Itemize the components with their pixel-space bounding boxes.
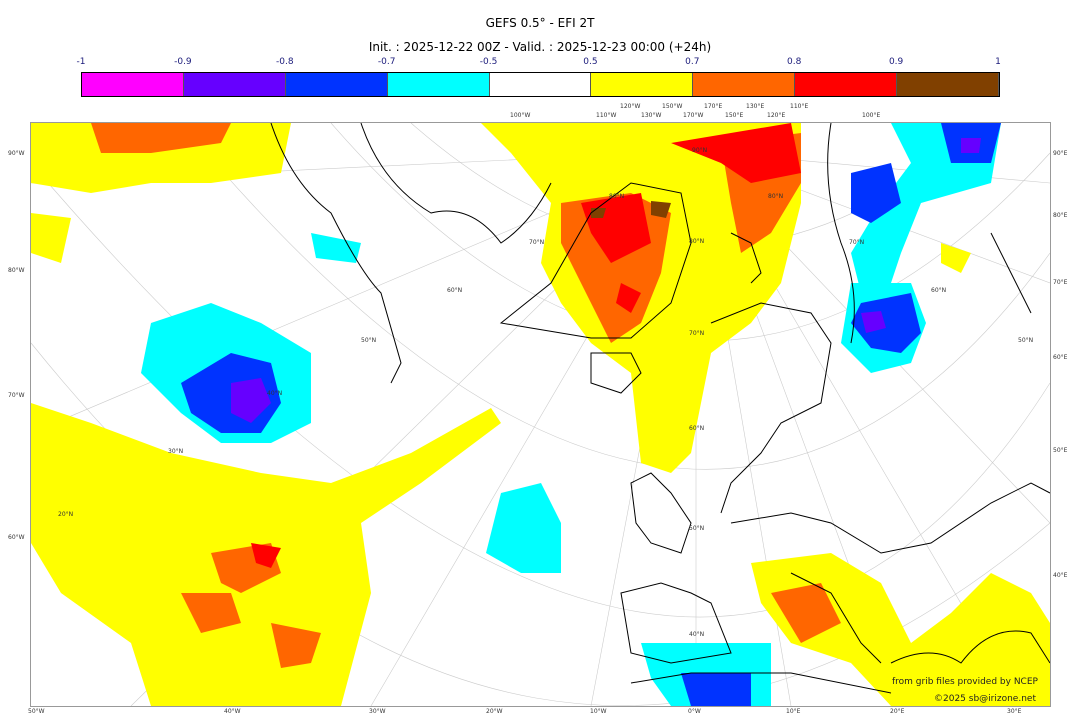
colorbar-tick: 1 xyxy=(995,57,1001,67)
axis-label-right: 80°E xyxy=(1053,212,1068,219)
lat-label: 50°N xyxy=(1018,337,1034,344)
colorbar-tick: -0.5 xyxy=(479,57,498,67)
colorbar-tick: 0.9 xyxy=(888,57,904,67)
axis-label-top: 110°E xyxy=(790,103,809,110)
colorbar-tick: 0.8 xyxy=(787,57,802,67)
axis-label-top: 130°E xyxy=(746,103,765,110)
colorbar-tick: -1 xyxy=(76,57,86,67)
colorbar-tick: -0.9 xyxy=(174,57,192,67)
lat-label: 70°N xyxy=(689,330,705,337)
colorbar-swatch xyxy=(897,73,1000,96)
axis-label-top: 100°W xyxy=(510,112,531,119)
colorbar-swatch xyxy=(693,73,796,96)
axis-label-bottom: 0°W xyxy=(688,708,701,715)
axis-label-top: 130°W xyxy=(641,112,662,119)
axis-label-top: 150°W xyxy=(662,103,683,110)
axis-label-left: 60°W xyxy=(8,534,25,541)
colorbar-swatch xyxy=(795,73,898,96)
colorbar-tick: 0.5 xyxy=(583,57,598,67)
axis-label-bottom: 20°W xyxy=(486,708,503,715)
axis-label-top: 170°W xyxy=(683,112,704,119)
axis-label-right: 50°E xyxy=(1053,447,1068,454)
colorbar-tick: -0.7 xyxy=(377,57,396,67)
colorbar-swatch xyxy=(591,73,694,96)
efi-07-08 xyxy=(91,123,841,668)
colorbar xyxy=(81,72,1000,97)
efi-m09-m08 xyxy=(231,138,981,423)
axis-label-right: 60°E xyxy=(1053,354,1068,361)
axis-label-bottom: 40°W xyxy=(224,708,241,715)
lat-label: 40°N xyxy=(267,390,283,397)
axis-label-top: 120°E xyxy=(767,112,786,119)
axis-label-right: 90°E xyxy=(1053,150,1068,157)
colorbar-swatch xyxy=(387,73,490,96)
colorbar-swatch xyxy=(183,73,286,96)
axis-label-right: 70°E xyxy=(1053,279,1068,286)
axis-label-top: 110°W xyxy=(596,112,617,119)
lat-label: 20°N xyxy=(58,511,74,518)
axis-label-top: 170°E xyxy=(704,103,723,110)
axis-label-bottom: 10°W xyxy=(590,708,607,715)
axis-label-bottom: 30°E xyxy=(1007,708,1022,715)
lat-label: 60°N xyxy=(447,287,463,294)
lat-label: 60°N xyxy=(931,287,947,294)
axis-label-left: 70°W xyxy=(8,392,25,399)
credit-text: from grib files provided by NCEP xyxy=(892,677,1038,687)
lat-label: 80°N xyxy=(768,193,784,200)
axis-label-top: 150°E xyxy=(725,112,744,119)
axis-label-bottom: 30°W xyxy=(369,708,386,715)
lat-label: 40°N xyxy=(689,631,705,638)
colorbar-swatch xyxy=(285,73,388,96)
colorbar-tick: 0.7 xyxy=(685,57,700,67)
lat-label: 60°N xyxy=(689,425,705,432)
axis-label-bottom: 50°W xyxy=(28,708,45,715)
axis-label-right: 40°E xyxy=(1053,572,1068,579)
lat-label: 90°N xyxy=(692,147,708,154)
colorbar-tick: -0.8 xyxy=(275,57,294,67)
chart-title: GEFS 0.5° - EFI 2T xyxy=(485,16,595,30)
axis-label-bottom: 20°E xyxy=(890,708,905,715)
chart-subtitle: Init. : 2025-12-22 00Z - Valid. : 2025-1… xyxy=(368,40,712,54)
lat-label: 80°N xyxy=(689,238,705,245)
colorbar-swatch xyxy=(82,73,184,96)
axis-label-top: 120°W xyxy=(620,103,641,110)
lat-label: 70°N xyxy=(529,239,545,246)
axis-label-left: 80°W xyxy=(8,267,25,274)
efi-field xyxy=(31,123,1050,706)
lat-label: 30°N xyxy=(168,448,184,455)
axis-label-top: 100°E xyxy=(862,112,881,119)
lat-label: 50°N xyxy=(361,337,377,344)
colorbar-swatch xyxy=(489,73,592,96)
lat-label: 70°N xyxy=(849,239,865,246)
axis-label-left: 90°W xyxy=(8,150,25,157)
map[interactable]: 90°N 80°N 70°N 60°N 50°N 40°N 20°N 30°N … xyxy=(30,122,1051,707)
coastlines xyxy=(270,123,1050,694)
lat-label: 50°N xyxy=(689,525,705,532)
lat-label: 80°N xyxy=(609,193,625,200)
copyright-text: ©2025 sb@irizone.net xyxy=(934,694,1036,704)
axis-label-bottom: 10°E xyxy=(786,708,801,715)
